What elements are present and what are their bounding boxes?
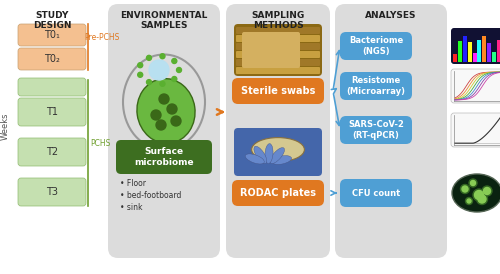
Circle shape <box>146 80 152 85</box>
Circle shape <box>159 94 169 104</box>
Ellipse shape <box>137 79 195 143</box>
Bar <box>472 53 476 62</box>
FancyBboxPatch shape <box>340 116 412 144</box>
Circle shape <box>460 184 469 193</box>
FancyBboxPatch shape <box>234 24 322 76</box>
Text: STUDY
DESIGN: STUDY DESIGN <box>33 11 72 30</box>
FancyBboxPatch shape <box>236 35 320 42</box>
Text: SARS-CoV-2
(RT-qPCR): SARS-CoV-2 (RT-qPCR) <box>348 120 404 140</box>
Ellipse shape <box>254 146 267 164</box>
Circle shape <box>160 81 165 86</box>
Circle shape <box>172 59 177 64</box>
Circle shape <box>172 76 177 81</box>
Text: Surface
microbiome: Surface microbiome <box>134 147 194 167</box>
Circle shape <box>160 54 165 59</box>
Text: CFU count: CFU count <box>352 189 400 198</box>
FancyBboxPatch shape <box>18 24 86 46</box>
Text: ANALYSES: ANALYSES <box>365 11 417 20</box>
Circle shape <box>473 189 485 201</box>
Text: Weeks: Weeks <box>0 112 10 140</box>
FancyBboxPatch shape <box>236 67 320 74</box>
Ellipse shape <box>252 138 304 162</box>
FancyBboxPatch shape <box>236 51 320 58</box>
Text: RODAC plates: RODAC plates <box>240 188 316 198</box>
Circle shape <box>176 67 182 73</box>
FancyBboxPatch shape <box>108 4 220 258</box>
Ellipse shape <box>270 148 284 164</box>
Circle shape <box>138 72 142 77</box>
Text: T0₁: T0₁ <box>44 30 60 40</box>
Text: PCHS: PCHS <box>90 138 110 147</box>
Text: ENVIRONMENTAL
SAMPLES: ENVIRONMENTAL SAMPLES <box>120 11 208 30</box>
Bar <box>482 36 486 62</box>
Text: Pre-PCHS: Pre-PCHS <box>84 33 120 41</box>
Circle shape <box>138 63 142 68</box>
FancyBboxPatch shape <box>340 32 412 60</box>
Ellipse shape <box>272 156 291 164</box>
FancyBboxPatch shape <box>226 4 330 258</box>
Text: T3: T3 <box>46 187 58 197</box>
Bar <box>487 43 491 62</box>
FancyBboxPatch shape <box>18 98 86 126</box>
FancyBboxPatch shape <box>340 179 412 207</box>
FancyBboxPatch shape <box>236 27 320 34</box>
Bar <box>468 42 472 62</box>
Circle shape <box>171 116 181 126</box>
Text: Bacteriome
(NGS): Bacteriome (NGS) <box>349 36 403 56</box>
Circle shape <box>470 181 476 185</box>
Circle shape <box>466 198 472 204</box>
Circle shape <box>482 186 492 196</box>
Circle shape <box>151 110 161 120</box>
Text: T0₂: T0₂ <box>44 54 60 64</box>
Circle shape <box>467 199 471 203</box>
FancyBboxPatch shape <box>234 128 322 176</box>
FancyBboxPatch shape <box>236 43 320 50</box>
Text: Resistome
(Microarray): Resistome (Microarray) <box>346 76 406 96</box>
Circle shape <box>474 190 484 199</box>
FancyBboxPatch shape <box>232 78 324 104</box>
Text: • bed-footboard: • bed-footboard <box>120 192 182 201</box>
FancyBboxPatch shape <box>232 180 324 206</box>
Ellipse shape <box>452 174 500 212</box>
FancyBboxPatch shape <box>340 72 412 100</box>
FancyBboxPatch shape <box>335 4 447 258</box>
Circle shape <box>146 55 152 60</box>
FancyBboxPatch shape <box>451 113 500 147</box>
Text: T1: T1 <box>46 107 58 117</box>
FancyBboxPatch shape <box>451 28 500 64</box>
Text: T2: T2 <box>46 147 58 157</box>
Bar <box>492 52 496 62</box>
Circle shape <box>149 60 169 80</box>
Text: • sink: • sink <box>120 204 142 213</box>
Text: Sterile swabs: Sterile swabs <box>241 86 315 96</box>
Bar <box>463 36 467 62</box>
Text: • Floor: • Floor <box>120 179 146 189</box>
FancyBboxPatch shape <box>18 48 86 70</box>
FancyBboxPatch shape <box>242 32 300 68</box>
Circle shape <box>469 179 477 187</box>
Circle shape <box>476 193 488 204</box>
Bar <box>454 54 458 62</box>
Bar <box>478 40 482 62</box>
Bar <box>458 41 462 62</box>
Bar <box>496 40 500 62</box>
FancyBboxPatch shape <box>116 140 212 174</box>
Text: SAMPLING
METHODS: SAMPLING METHODS <box>252 11 304 30</box>
FancyBboxPatch shape <box>18 178 86 206</box>
Circle shape <box>484 187 490 195</box>
FancyBboxPatch shape <box>236 59 320 66</box>
Circle shape <box>462 186 468 192</box>
Ellipse shape <box>246 154 264 164</box>
Ellipse shape <box>265 144 273 164</box>
Circle shape <box>167 104 177 114</box>
FancyBboxPatch shape <box>18 138 86 166</box>
FancyBboxPatch shape <box>18 78 86 96</box>
FancyBboxPatch shape <box>451 69 500 103</box>
Circle shape <box>156 120 166 130</box>
Circle shape <box>478 195 486 203</box>
